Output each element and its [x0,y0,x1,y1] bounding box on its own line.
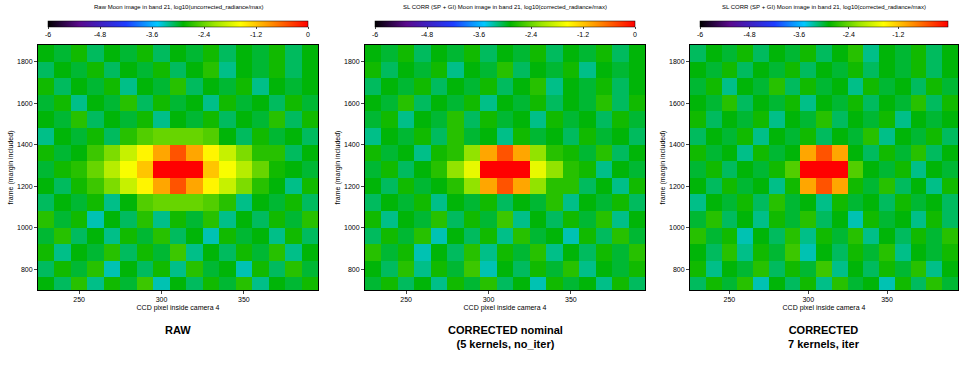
svg-text:-3.6: -3.6 [146,31,158,38]
svg-text:0: 0 [633,31,637,38]
svg-text:-4.8: -4.8 [744,31,756,38]
svg-text:CCD pixel inside camera 4: CCD pixel inside camera 4 [137,304,220,312]
svg-text:CCD pixel inside camera 4: CCD pixel inside camera 4 [783,304,866,312]
svg-text:1200: 1200 [344,183,360,190]
svg-text:Raw Moon image in band 21, log: Raw Moon image in band 21, log10(uncorre… [94,4,263,10]
svg-text:1400: 1400 [17,141,33,148]
svg-text:1800: 1800 [344,58,360,65]
svg-text:1200: 1200 [669,183,685,190]
svg-text:1600: 1600 [344,100,360,107]
svg-text:-4.8: -4.8 [94,31,106,38]
svg-text:1600: 1600 [17,100,33,107]
svg-text:1600: 1600 [669,100,685,107]
svg-text:SL CORR (SP + GI) Moon image i: SL CORR (SP + GI) Moon image in band 21,… [403,4,607,10]
svg-text:0: 0 [306,31,310,38]
svg-text:800: 800 [673,266,685,273]
svg-text:300: 300 [483,296,495,303]
svg-text:1000: 1000 [17,224,33,231]
svg-text:frame (margin included): frame (margin included) [334,131,342,205]
svg-text:SL CORR (SP + GI) Moon image i: SL CORR (SP + GI) Moon image in band 21,… [722,4,926,10]
svg-text:1800: 1800 [669,58,685,65]
svg-text:250: 250 [724,296,736,303]
svg-text:1400: 1400 [669,141,685,148]
svg-text:-1.2: -1.2 [577,31,589,38]
svg-text:-6: -6 [45,31,51,38]
svg-text:250: 250 [73,296,85,303]
svg-text:-6: -6 [697,31,703,38]
svg-text:1000: 1000 [344,224,360,231]
svg-text:800: 800 [21,266,33,273]
svg-text:1800: 1800 [17,58,33,65]
svg-text:CORRECTED7 kernels, iter: CORRECTED7 kernels, iter [788,324,860,350]
svg-text:frame (margin included): frame (margin included) [659,131,667,205]
svg-text:350: 350 [881,296,893,303]
svg-text:350: 350 [565,296,577,303]
svg-text:250: 250 [400,296,412,303]
svg-text:CCD pixel inside camera 4: CCD pixel inside camera 4 [464,304,547,312]
svg-text:-4.8: -4.8 [421,31,433,38]
svg-text:-2.4: -2.4 [198,31,210,38]
svg-text:-3.6: -3.6 [473,31,485,38]
svg-text:frame (margin included): frame (margin included) [7,131,15,205]
svg-text:1000: 1000 [669,224,685,231]
svg-text:800: 800 [348,266,360,273]
svg-text:-6: -6 [372,31,378,38]
svg-text:-1.2: -1.2 [250,31,262,38]
svg-text:300: 300 [802,296,814,303]
svg-text:350: 350 [238,296,250,303]
svg-text:-2.4: -2.4 [843,31,855,38]
svg-text:-1.2: -1.2 [892,31,904,38]
svg-text:-2.4: -2.4 [525,31,537,38]
svg-text:1400: 1400 [344,141,360,148]
svg-text:-3.6: -3.6 [793,31,805,38]
svg-text:RAW: RAW [165,324,191,336]
svg-text:300: 300 [156,296,168,303]
svg-text:1200: 1200 [17,183,33,190]
svg-text:CORRECTED nominal(5 kernels, n: CORRECTED nominal(5 kernels, no_iter) [448,324,563,350]
